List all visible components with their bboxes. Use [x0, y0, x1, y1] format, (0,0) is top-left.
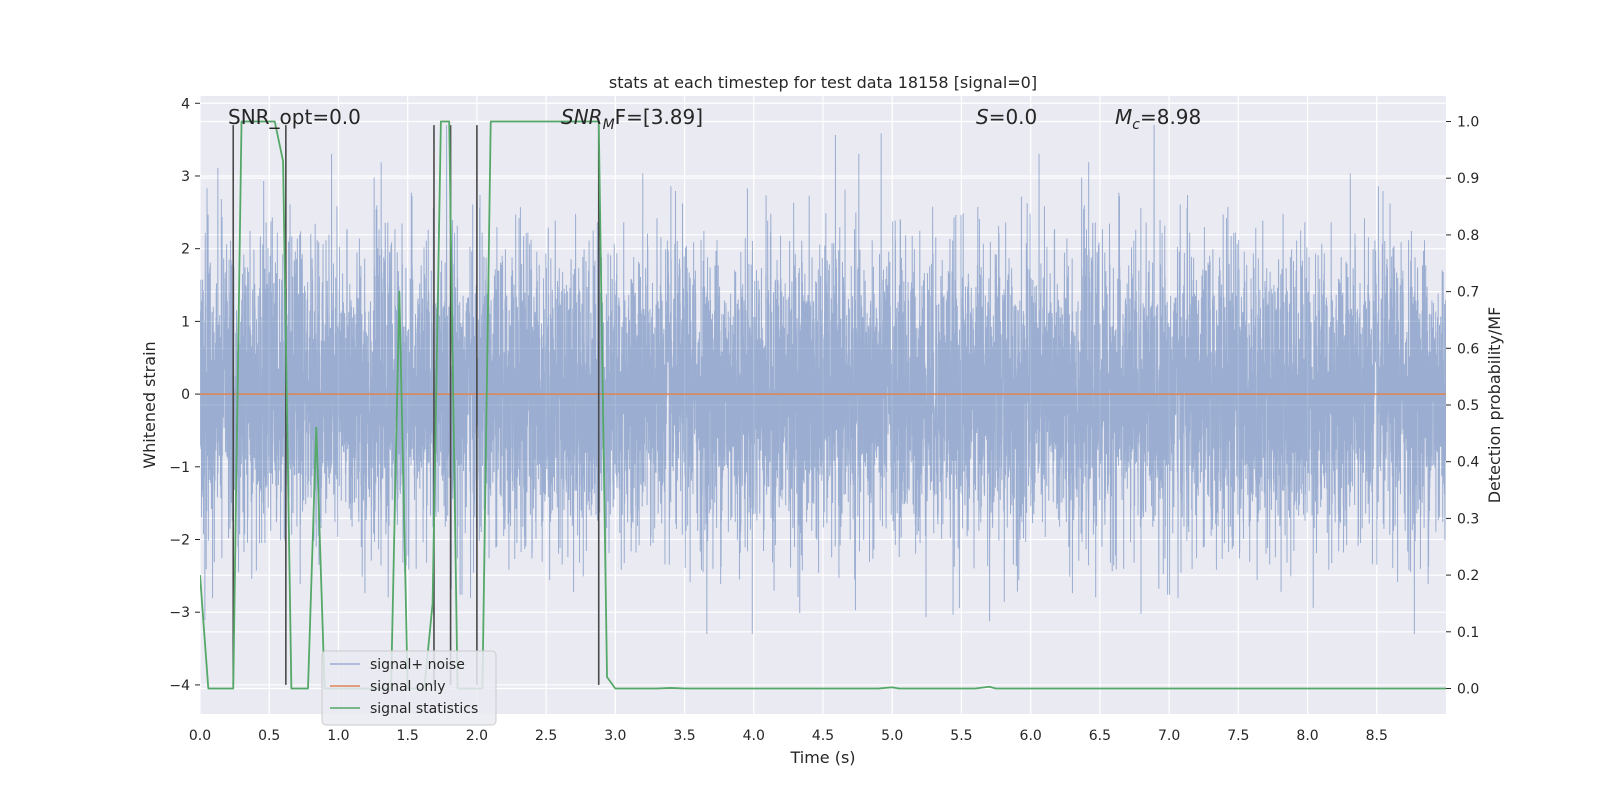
- y-tick-label: −1: [169, 460, 190, 476]
- x-tick-label: 5.0: [881, 728, 903, 744]
- y2-axis-label: Detection probability/MF: [1485, 307, 1504, 504]
- annotation-snr-mf-value: F=[3.89]: [615, 105, 703, 129]
- signal-statistics-line: [200, 120, 1446, 690]
- x-tick-label: 5.5: [950, 728, 972, 744]
- x-tick-label: 7.5: [1227, 728, 1249, 744]
- x-tick-label: 6.5: [1089, 728, 1111, 744]
- signal-noise-series: [200, 125, 1446, 635]
- annotation-mc-symbol: M: [1115, 105, 1132, 129]
- x-tick-label: 1.0: [327, 728, 349, 744]
- y-tick-label: 0: [181, 387, 190, 403]
- y2-tick-label: 0.0: [1457, 681, 1479, 697]
- y2-tick-label: 0.4: [1457, 455, 1479, 471]
- y2-tick-label: 0.9: [1457, 171, 1479, 187]
- x-tick-label: 2.0: [466, 728, 488, 744]
- x-axis-label: Time (s): [789, 748, 855, 767]
- legend-label-signal-only: signal only: [370, 679, 445, 695]
- annotation-mc-value: =8.98: [1140, 105, 1201, 129]
- annotation-snr-opt: SNR_opt=0.0: [228, 105, 361, 129]
- x-tick-label: 8.5: [1366, 728, 1388, 744]
- y2-tick-label: 1.0: [1457, 115, 1479, 131]
- legend-label-signal-statistics: signal statistics: [370, 701, 478, 717]
- x-axis-ticks: 0.0 0.5 1.0 1.5 2.0 2.5 3.0 3.5 4.0 4.5 5.0 5.5 6.0 6…: [189, 728, 1388, 744]
- annotation-s-symbol: S: [976, 105, 989, 129]
- y-tick-label: 1: [181, 314, 190, 330]
- y-axis-label: Whitened strain: [140, 341, 159, 468]
- legend-label-signal-noise: signal+ noise: [370, 657, 465, 673]
- x-tick-label: 7.0: [1158, 728, 1180, 744]
- annotation-snr-mf: SNRMF=[3.89]: [561, 105, 703, 133]
- x-tick-label: 8.0: [1296, 728, 1318, 744]
- x-tick-label: 3.5: [673, 728, 695, 744]
- annotation-mc: Mc=8.98: [1115, 105, 1201, 133]
- y2-tick-label: 0.3: [1457, 511, 1479, 527]
- annotation-s: S=0.0: [976, 105, 1037, 129]
- y-axis-ticks: 4 3 2 1 0 −1 −2 −3 −4: [169, 96, 200, 694]
- y2-tick-label: 0.6: [1457, 341, 1479, 357]
- x-tick-label: 6.0: [1020, 728, 1042, 744]
- annotation-snr-mf-symbol: SNR: [561, 105, 603, 129]
- x-tick-label: 0.5: [258, 728, 280, 744]
- x-tick-label: 0.0: [189, 728, 211, 744]
- y-tick-label: 3: [181, 169, 190, 185]
- x-tick-label: 1.5: [397, 728, 419, 744]
- y2-tick-label: 0.7: [1457, 285, 1479, 301]
- y-tick-label: −2: [169, 533, 190, 549]
- x-tick-label: 4.5: [812, 728, 834, 744]
- y-tick-label: −4: [169, 678, 190, 694]
- annotation-snr-mf-subscript: M: [603, 117, 615, 133]
- annotation-s-value: =0.0: [989, 105, 1038, 129]
- x-tick-label: 2.5: [535, 728, 557, 744]
- chart-title: stats at each timestep for test data 181…: [609, 73, 1037, 92]
- annotation-mc-subscript: c: [1132, 117, 1140, 133]
- legend-box: [321, 650, 497, 726]
- legend: signal+ noise signal only signal statist…: [321, 650, 497, 726]
- y-tick-label: 4: [181, 96, 190, 112]
- x-tick-label: 4.0: [743, 728, 765, 744]
- y2-tick-label: 0.8: [1457, 228, 1479, 244]
- y2-axis-ticks: 1.0 0.9 0.8 0.7 0.6 0.5 0.4 0.3 0.2 0.1 0.0: [1446, 115, 1479, 697]
- signal-noise-line: [200, 125, 1446, 635]
- y2-tick-label: 0.1: [1457, 625, 1479, 641]
- y-tick-label: −3: [169, 605, 190, 621]
- signal-statistics-series: [200, 120, 1446, 690]
- y2-tick-label: 0.2: [1457, 568, 1479, 584]
- y-tick-label: 2: [181, 242, 190, 258]
- y2-tick-label: 0.5: [1457, 398, 1479, 414]
- x-tick-label: 3.0: [604, 728, 626, 744]
